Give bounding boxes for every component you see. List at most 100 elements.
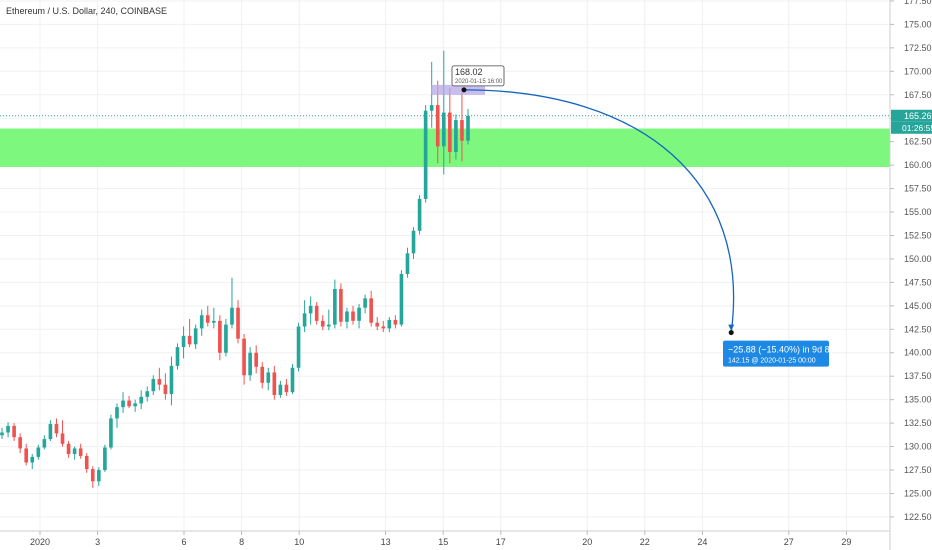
- candle-body: [290, 367, 295, 393]
- candle[interactable]: [363, 294, 367, 314]
- candle[interactable]: [296, 322, 301, 372]
- candle[interactable]: [272, 365, 277, 400]
- candle[interactable]: [109, 414, 113, 450]
- candle[interactable]: [266, 367, 271, 391]
- candle[interactable]: [18, 433, 22, 454]
- candle[interactable]: [72, 446, 77, 460]
- candle[interactable]: [212, 307, 216, 329]
- candle-body: [272, 372, 277, 395]
- candle-body: [242, 338, 246, 376]
- candle[interactable]: [90, 466, 95, 488]
- x-tick-label: 8: [239, 537, 244, 547]
- candle[interactable]: [6, 422, 10, 438]
- candle[interactable]: [357, 303, 361, 329]
- candle[interactable]: [345, 307, 349, 329]
- candle[interactable]: [381, 320, 386, 333]
- current-price-label: 165.26: [904, 111, 932, 121]
- candle-body: [157, 379, 162, 385]
- candle[interactable]: [454, 114, 458, 160]
- candle[interactable]: [175, 343, 180, 370]
- candle[interactable]: [66, 440, 71, 458]
- candle-body: [308, 305, 313, 314]
- candle[interactable]: [163, 373, 168, 400]
- candle[interactable]: [42, 435, 47, 450]
- candle[interactable]: [127, 395, 131, 409]
- candle[interactable]: [423, 105, 428, 203]
- candle-body: [199, 315, 204, 329]
- candle[interactable]: [242, 333, 246, 385]
- candle-body: [24, 448, 29, 463]
- candle-body: [460, 120, 464, 141]
- x-tick-label: 13: [381, 537, 391, 547]
- candle[interactable]: [351, 305, 355, 325]
- candle[interactable]: [0, 427, 4, 440]
- candle[interactable]: [411, 227, 416, 259]
- candle[interactable]: [84, 453, 89, 473]
- candle[interactable]: [405, 247, 410, 278]
- candle[interactable]: [103, 444, 107, 472]
- candle[interactable]: [387, 317, 392, 333]
- candle[interactable]: [78, 443, 83, 459]
- candle[interactable]: [151, 375, 156, 395]
- candle[interactable]: [284, 379, 289, 396]
- candle[interactable]: [236, 300, 240, 344]
- candle[interactable]: [326, 309, 331, 331]
- target-price-text: 142.15 @ 2020-01-25 00:00: [728, 358, 816, 365]
- candle[interactable]: [145, 386, 150, 402]
- candle[interactable]: [369, 290, 373, 327]
- candle[interactable]: [320, 315, 325, 331]
- projection-start-point[interactable]: [461, 87, 467, 93]
- candle[interactable]: [375, 317, 380, 331]
- projection-target-label[interactable]: −25.88 (−15.40%) in 9d 8h 142.15 @ 2020-0…: [723, 340, 835, 367]
- candle[interactable]: [260, 362, 265, 389]
- candle[interactable]: [193, 324, 198, 349]
- candle[interactable]: [230, 277, 234, 329]
- candle[interactable]: [139, 390, 144, 410]
- candle[interactable]: [460, 91, 464, 162]
- candle-body: [181, 335, 186, 348]
- candle[interactable]: [441, 50, 446, 175]
- candle[interactable]: [290, 364, 295, 395]
- price-projection[interactable]: 168.02 2020-01-15 16:00 −25.88 (−15.40%) i…: [431, 65, 835, 367]
- candle[interactable]: [218, 315, 222, 361]
- candle[interactable]: [133, 399, 137, 412]
- candle[interactable]: [333, 279, 337, 329]
- candle[interactable]: [199, 309, 204, 336]
- candle[interactable]: [60, 420, 65, 447]
- candle[interactable]: [121, 392, 125, 413]
- candle[interactable]: [12, 423, 16, 441]
- candle[interactable]: [187, 318, 192, 348]
- candle[interactable]: [302, 300, 307, 333]
- candle[interactable]: [54, 418, 59, 438]
- candle[interactable]: [205, 305, 210, 327]
- candle[interactable]: [181, 326, 186, 359]
- candle[interactable]: [278, 380, 283, 398]
- candle[interactable]: [308, 296, 313, 325]
- candle[interactable]: [399, 270, 404, 327]
- projection-end-point[interactable]: [728, 330, 734, 336]
- candle[interactable]: [417, 195, 422, 235]
- candle[interactable]: [339, 283, 343, 327]
- candle[interactable]: [314, 302, 319, 325]
- candle[interactable]: [466, 108, 470, 145]
- candle[interactable]: [248, 347, 252, 381]
- candle[interactable]: [224, 318, 228, 357]
- candle[interactable]: [448, 88, 452, 164]
- candle[interactable]: [24, 443, 29, 466]
- candle[interactable]: [169, 356, 174, 406]
- candle-body: [284, 384, 289, 393]
- candle[interactable]: [157, 367, 162, 391]
- candle[interactable]: [254, 345, 258, 374]
- candle-body: [42, 439, 47, 448]
- y-tick-label: 142.50: [904, 324, 932, 334]
- y-axis[interactable]: 122.50 125.00 127.50 130.00 132.50 135.00 137.…: [890, 0, 932, 522]
- candle[interactable]: [115, 403, 119, 428]
- candle[interactable]: [30, 454, 35, 470]
- x-axis[interactable]: 2020 3 6 8 10 13 15 17 20 22 24 27 29: [30, 531, 851, 547]
- candle[interactable]: [393, 315, 398, 329]
- candle[interactable]: [97, 467, 101, 486]
- y-tick-label: 162.50: [904, 137, 932, 147]
- candle[interactable]: [36, 444, 41, 460]
- candle[interactable]: [48, 420, 53, 441]
